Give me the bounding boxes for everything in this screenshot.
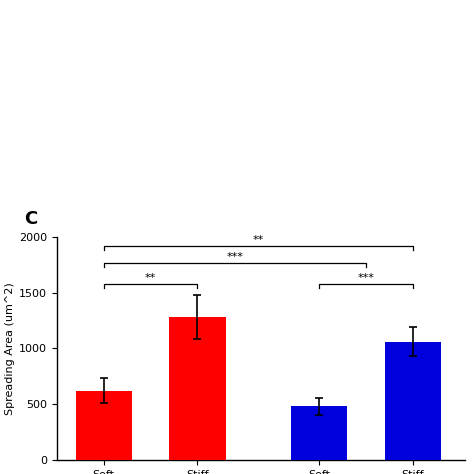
Text: ***: ***: [358, 273, 374, 283]
Text: **: **: [253, 235, 264, 245]
Text: **: **: [145, 273, 156, 283]
Text: C: C: [24, 210, 37, 228]
Bar: [76, 391, 132, 460]
Text: ***: ***: [227, 252, 243, 262]
Bar: [385, 342, 441, 460]
Bar: [169, 317, 226, 460]
Bar: [291, 406, 347, 460]
Y-axis label: Cell Adhesive
Spreading Area (um^2): Cell Adhesive Spreading Area (um^2): [0, 282, 15, 415]
